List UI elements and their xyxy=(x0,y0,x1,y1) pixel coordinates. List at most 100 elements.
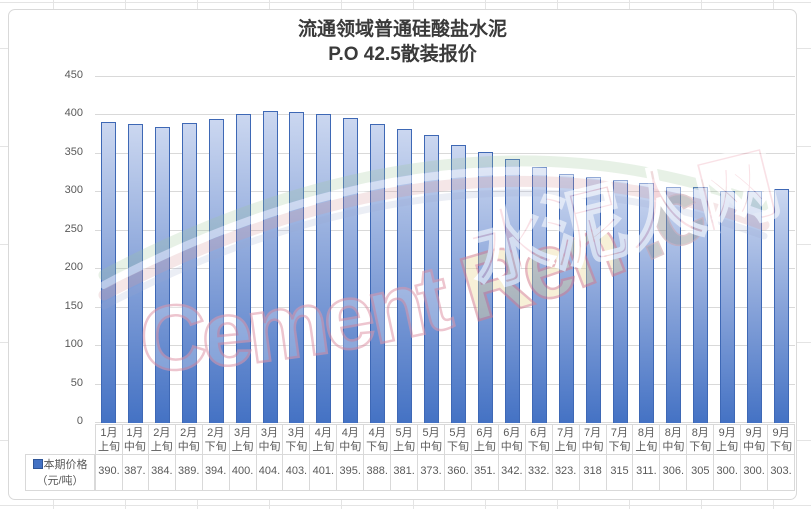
category-month: 7月 xyxy=(584,427,602,439)
chart-object[interactable]: 流通领域普通硅酸盐水泥 P.O 42.5散装报价 450 400 350 300 250… xyxy=(8,9,797,500)
sheet-gridline xyxy=(629,499,630,509)
sheet-gridline xyxy=(125,499,126,509)
y-tick-label: 350 xyxy=(64,145,83,158)
category-month: 9月 xyxy=(745,427,763,439)
gridline xyxy=(95,114,795,116)
bar-6月下旬 xyxy=(531,167,547,423)
category-period: 上旬 xyxy=(150,441,173,453)
gridline xyxy=(95,229,795,231)
value-cell: 403. xyxy=(283,454,311,491)
category-cell: 8月 下旬 xyxy=(687,424,715,455)
bar-6月中旬 xyxy=(504,159,520,423)
sheet-gridline xyxy=(797,342,811,343)
plot-area xyxy=(95,76,795,423)
category-month: 3月 xyxy=(234,427,252,439)
value-cell: 404. xyxy=(256,454,284,491)
value-cell: 360. xyxy=(445,454,472,491)
category-cell: 9月 上旬 xyxy=(714,424,742,455)
category-period: 下旬 xyxy=(527,441,550,453)
category-cell: 1月 中旬 xyxy=(121,424,149,455)
y-tick-label: 0 xyxy=(76,415,83,427)
category-cell: 2月中旬 xyxy=(175,424,203,455)
category-cell: 9月 下旬 xyxy=(768,424,795,455)
category-period: 中旬 xyxy=(662,441,685,453)
sheet-gridline xyxy=(53,0,54,9)
category-cell: 5月 中旬 xyxy=(418,424,445,455)
category-period: 上旬 xyxy=(635,441,658,453)
category-period: 中旬 xyxy=(581,441,604,453)
gridline xyxy=(95,345,795,347)
sheet-gridline xyxy=(341,499,342,509)
bar-5月中旬 xyxy=(424,135,440,423)
value-cell: 388. xyxy=(364,454,392,491)
category-month: 2月 xyxy=(207,427,225,439)
y-tick-label: 150 xyxy=(64,299,83,312)
sheet-gridline xyxy=(0,440,8,441)
category-cell: 3月下旬 xyxy=(283,424,311,455)
bar-8月中旬 xyxy=(666,187,682,423)
sheet-gridline xyxy=(0,342,8,343)
sheet-gridline xyxy=(797,244,811,245)
bar-8月下旬 xyxy=(693,187,709,423)
value-cell: 400. xyxy=(229,454,257,491)
category-cell: 1月 上旬 xyxy=(95,424,123,455)
value-cell: 381. xyxy=(391,454,419,491)
sheet-gridline xyxy=(485,0,486,9)
category-month: 8月 xyxy=(664,427,682,439)
bar-9月下旬 xyxy=(774,189,790,423)
value-cell: 351. xyxy=(471,454,499,491)
sheet-gridline xyxy=(341,0,342,9)
bar-8月上旬 xyxy=(639,183,655,423)
category-month: 8月 xyxy=(637,427,655,439)
chart-title: 流通领域普通硅酸盐水泥 P.O 42.5散装报价 xyxy=(9,17,796,67)
bar-9月上旬 xyxy=(720,191,736,423)
gridline xyxy=(95,306,795,308)
category-cell: 3月 上旬 xyxy=(229,424,257,455)
chart-title-line2: P.O 42.5散装报价 xyxy=(328,44,477,65)
category-period: 中旬 xyxy=(177,441,200,453)
bar-5月上旬 xyxy=(397,129,413,423)
category-month: 6月 xyxy=(530,427,548,439)
category-period: 下旬 xyxy=(285,441,308,453)
category-period: 中旬 xyxy=(743,441,766,453)
bar-6月上旬 xyxy=(477,152,493,423)
y-tick-label: 300 xyxy=(64,184,83,197)
sheet-gridline xyxy=(0,244,8,245)
bar-1月中旬 xyxy=(127,124,143,423)
category-period: 下旬 xyxy=(608,441,631,453)
category-month: 7月 xyxy=(557,427,575,439)
bar-2月下旬 xyxy=(208,119,224,423)
bar-7月中旬 xyxy=(585,177,601,423)
value-cell: 389. xyxy=(175,454,203,491)
value-cell: 311. xyxy=(633,454,661,491)
bar-4月中旬 xyxy=(343,118,359,423)
category-period: 上旬 xyxy=(554,441,577,453)
category-period: 下旬 xyxy=(689,441,712,453)
category-period: 中旬 xyxy=(339,441,362,453)
sheet-gridline xyxy=(53,499,54,509)
legend-series-row: 本期价格 xyxy=(26,457,94,473)
category-month: 3月 xyxy=(287,427,305,439)
sheet-gridline xyxy=(797,48,811,49)
category-month: 2月 xyxy=(180,427,198,439)
category-month: 6月 xyxy=(476,427,494,439)
value-cell: 387. xyxy=(121,454,149,491)
category-month: 9月 xyxy=(772,427,790,439)
value-cell: 401. xyxy=(310,454,338,491)
sheet-gridline xyxy=(773,0,774,9)
category-cell: 5月 上旬 xyxy=(391,424,419,455)
category-cell: 7月上旬 xyxy=(552,424,580,455)
gridline xyxy=(95,191,795,193)
category-month: 1月 xyxy=(100,427,118,439)
legend-label-line1: 本期价格 xyxy=(43,459,88,471)
category-period: 上旬 xyxy=(312,441,335,453)
bar-2月中旬 xyxy=(181,123,197,423)
category-cell: 6月下旬 xyxy=(525,424,553,455)
sheet-gridline xyxy=(0,505,811,506)
category-month: 1月 xyxy=(126,427,144,439)
value-cell: 318 xyxy=(579,454,607,491)
category-cell: 4月 中旬 xyxy=(337,424,365,455)
y-tick-label: 200 xyxy=(64,261,83,274)
bar-2月上旬 xyxy=(154,127,170,423)
